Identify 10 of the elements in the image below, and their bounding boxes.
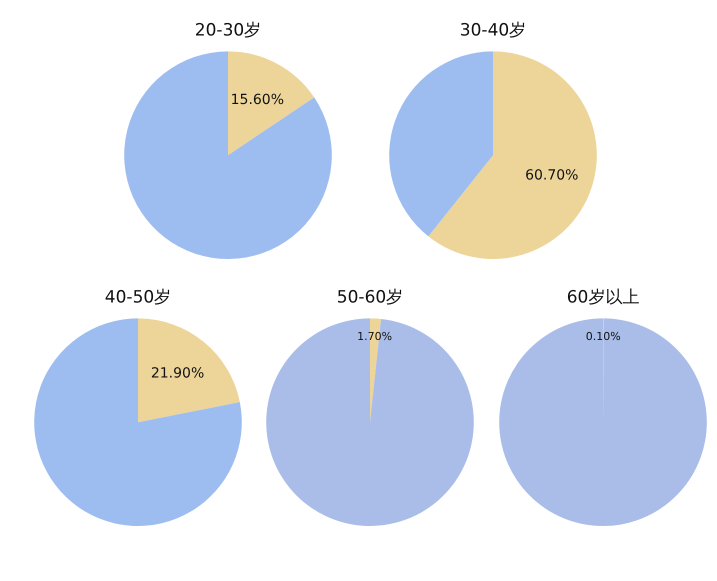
chart-title: 60岁以上 [566, 288, 640, 308]
data-label: 21.90% [150, 366, 204, 382]
data-label: 60.70% [525, 167, 578, 184]
chart-title: 20-30岁 [194, 20, 262, 41]
chart-title: 40-50岁 [104, 288, 172, 308]
chart-title: 50-60岁 [336, 288, 404, 308]
chart-title: 30-40岁 [460, 20, 526, 41]
data-label: 0.10% [586, 330, 621, 343]
data-label: 15.60% [230, 92, 284, 108]
data-label: 1.70% [357, 330, 392, 344]
